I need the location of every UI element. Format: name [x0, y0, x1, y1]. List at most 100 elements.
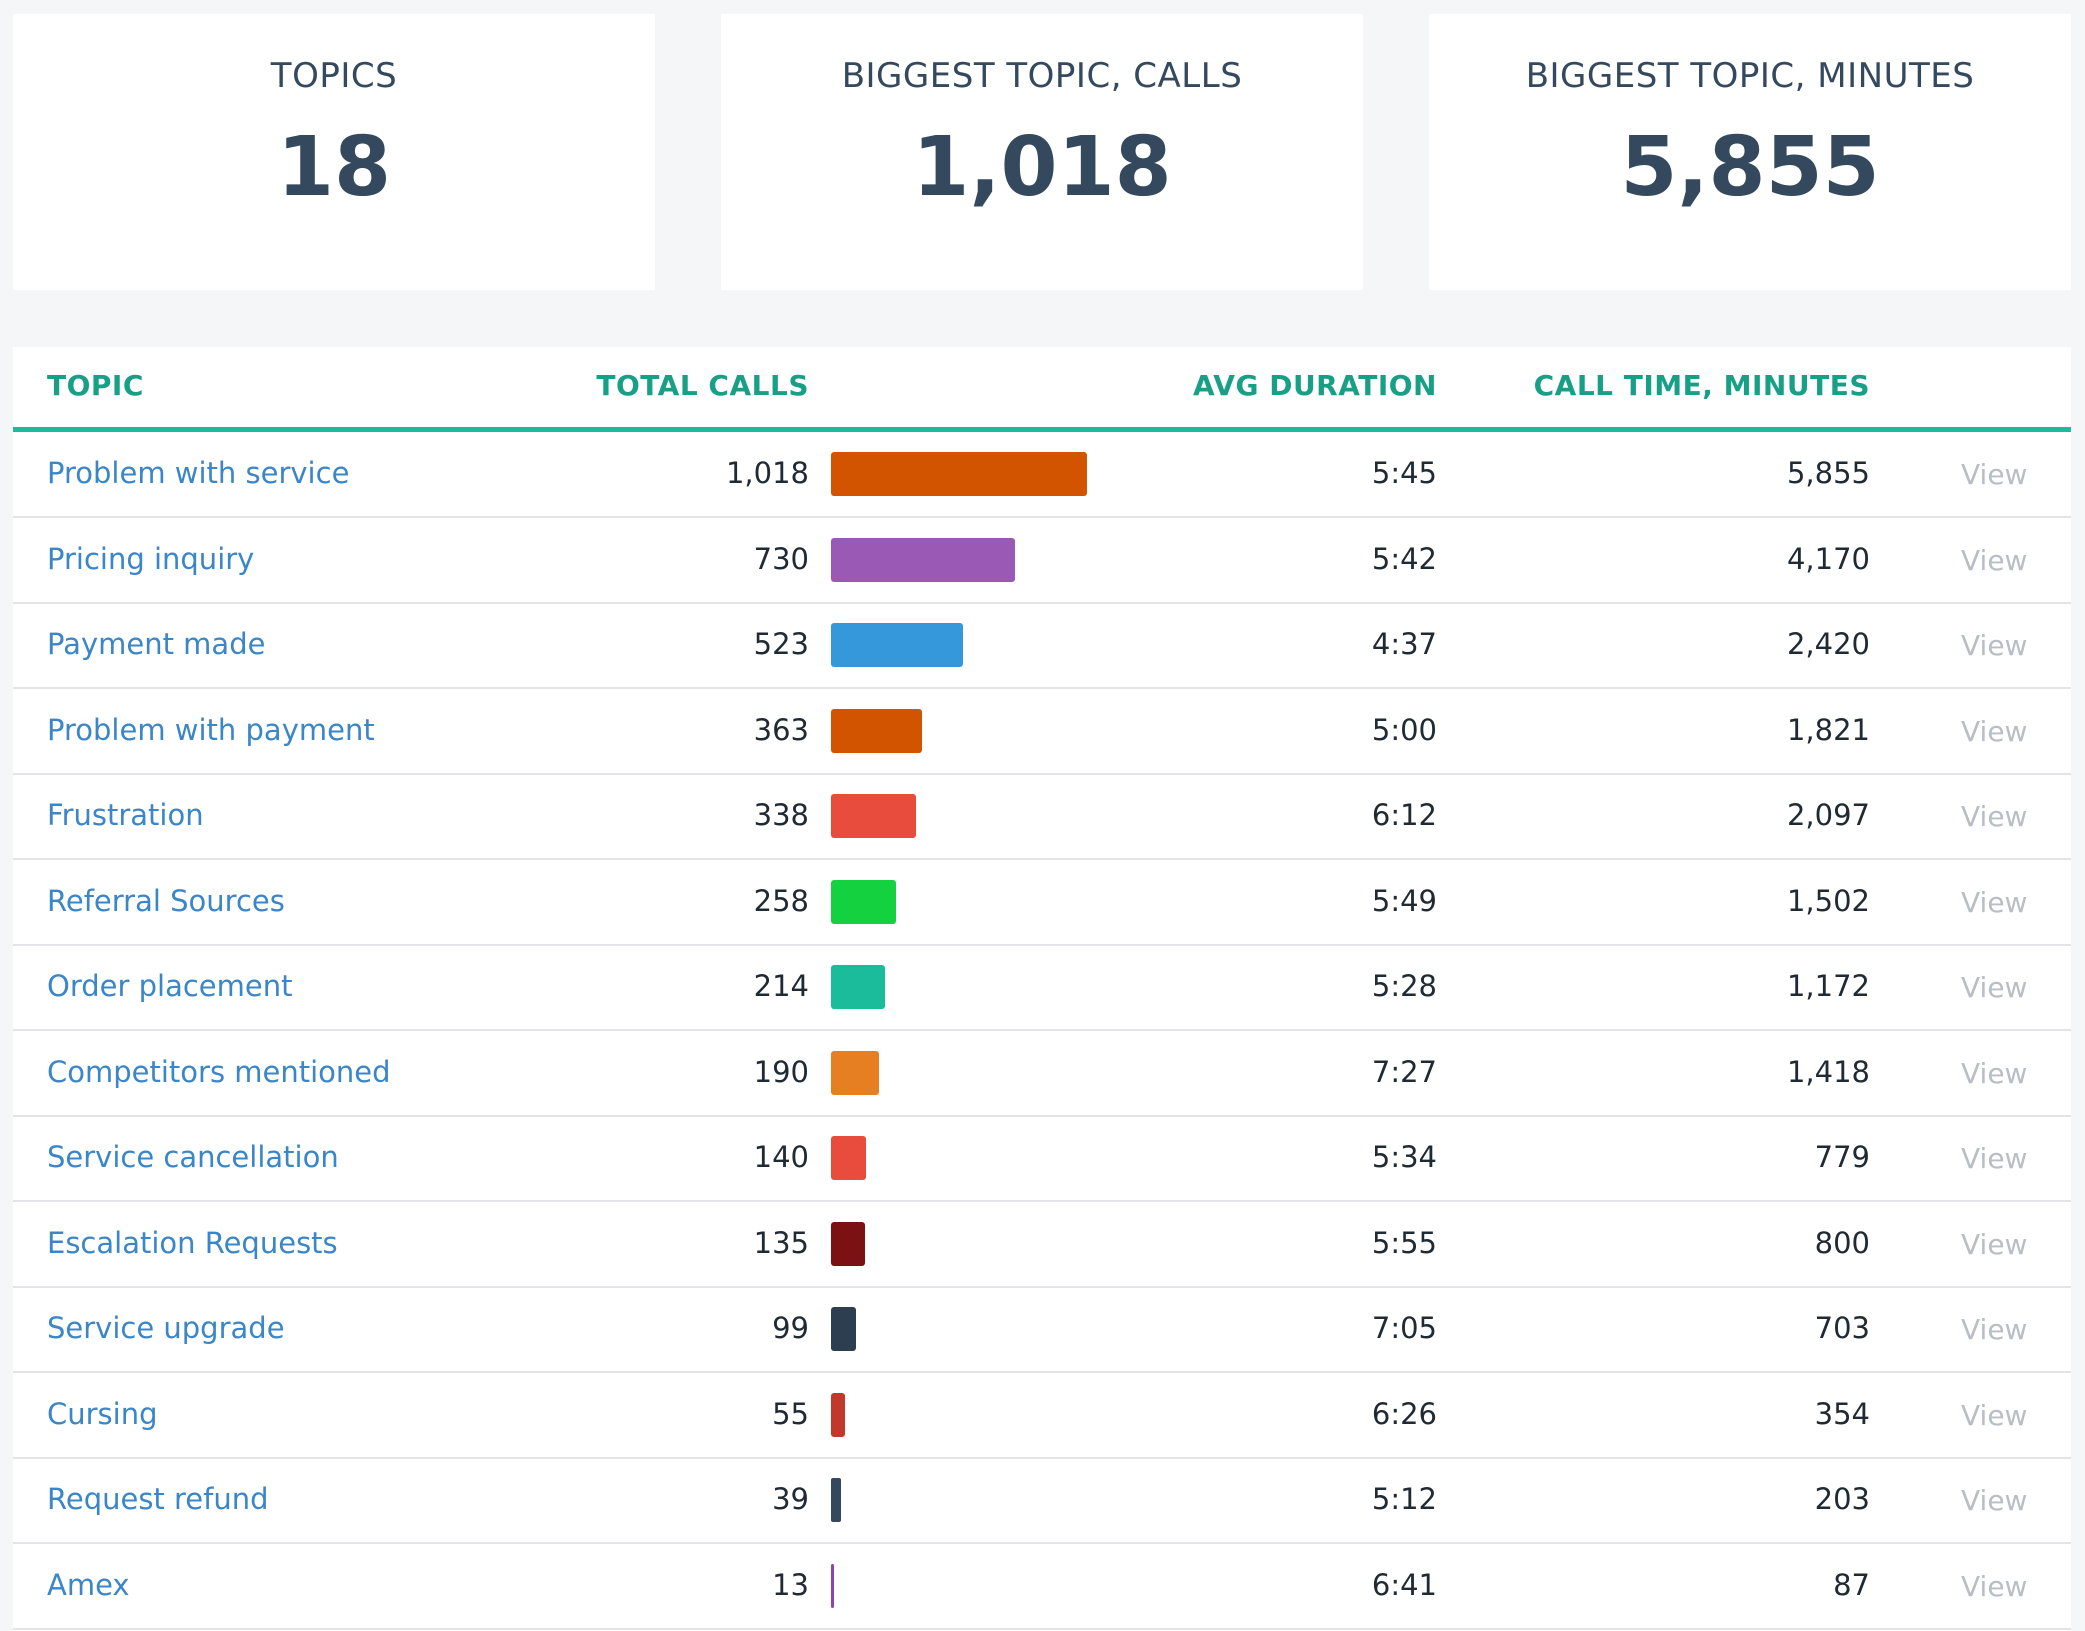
- avg-duration-value: 5:55: [1371, 1225, 1437, 1260]
- kpi-value: 5,855: [1620, 120, 1880, 215]
- calls-bar: [831, 1392, 845, 1437]
- topic-link[interactable]: Frustration: [47, 798, 204, 832]
- total-calls-value: 55: [772, 1396, 809, 1431]
- kpi-value: 18: [276, 120, 392, 215]
- total-calls-value: 135: [753, 1225, 809, 1260]
- table-row: Pricing inquiry 730 5:42 4,170 View: [13, 518, 2071, 604]
- topic-link[interactable]: Escalation Requests: [47, 1225, 338, 1260]
- total-calls-value: 190: [753, 1054, 809, 1089]
- view-link[interactable]: View: [1961, 1227, 2028, 1261]
- topic-link[interactable]: Service upgrade: [47, 1311, 285, 1345]
- kpi-row: TOPICS 18 BIGGEST TOPIC, CALLS 1,018 BIG…: [13, 14, 2071, 290]
- calls-bar: [831, 1478, 841, 1522]
- kpi-value: 1,018: [912, 120, 1172, 215]
- total-calls-value: 363: [753, 712, 809, 747]
- calls-bar: [831, 1136, 866, 1180]
- avg-duration-value: 5:34: [1371, 1140, 1437, 1174]
- total-calls-value: 730: [753, 541, 809, 576]
- topic-link[interactable]: Cursing: [47, 1396, 158, 1431]
- kpi-label: BIGGEST TOPIC, MINUTES: [1525, 56, 1975, 96]
- avg-duration-value: 5:45: [1371, 456, 1437, 490]
- table-row: Amex 13 6:41 87 View: [13, 1544, 2071, 1630]
- calls-bar: [831, 1050, 879, 1095]
- header-total-calls[interactable]: TOTAL CALLS: [596, 369, 809, 402]
- avg-duration-value: 6:26: [1371, 1396, 1437, 1431]
- view-link[interactable]: View: [1961, 1484, 2028, 1517]
- kpi-label: TOPICS: [270, 56, 398, 96]
- topic-link[interactable]: Referral Sources: [47, 883, 285, 918]
- table-row: Payment made 523 4:37 2,420 View: [13, 603, 2071, 689]
- total-calls-value: 214: [753, 969, 809, 1003]
- total-calls-value: 338: [753, 798, 809, 832]
- call-time-value: 4,170: [1786, 541, 1870, 576]
- avg-duration-value: 5:00: [1371, 712, 1437, 747]
- call-time-value: 1,172: [1786, 969, 1870, 1003]
- calls-bar: [831, 1307, 856, 1351]
- table-row: Request refund 39 5:12 203 View: [13, 1458, 2071, 1544]
- view-link[interactable]: View: [1961, 800, 2028, 833]
- view-link[interactable]: View: [1961, 1142, 2028, 1175]
- kpi-card-biggest-calls: BIGGEST TOPIC, CALLS 1,018: [721, 14, 1363, 290]
- avg-duration-value: 5:42: [1371, 541, 1437, 576]
- call-time-value: 1,821: [1786, 712, 1870, 747]
- call-time-value: 1,502: [1786, 883, 1870, 918]
- table-row: Service cancellation 140 5:34 779 View: [13, 1116, 2071, 1202]
- total-calls-value: 39: [772, 1482, 809, 1516]
- avg-duration-value: 5:28: [1371, 969, 1437, 1003]
- table-row: Escalation Requests 135 5:55 800 View: [13, 1202, 2071, 1288]
- view-link[interactable]: View: [1961, 971, 2028, 1004]
- topic-link[interactable]: Service cancellation: [47, 1140, 339, 1174]
- call-time-value: 203: [1814, 1482, 1870, 1516]
- table-row: Problem with payment 363 5:00 1,821 View: [13, 689, 2071, 775]
- view-link[interactable]: View: [1961, 629, 2028, 662]
- calls-bar: [831, 708, 922, 753]
- total-calls-value: 523: [753, 627, 809, 661]
- total-calls-value: 99: [772, 1311, 809, 1345]
- avg-duration-value: 5:12: [1371, 1482, 1437, 1516]
- view-link[interactable]: View: [1961, 885, 2028, 919]
- calls-bar: [831, 1221, 865, 1266]
- call-time-value: 2,420: [1786, 627, 1870, 661]
- avg-duration-value: 6:41: [1371, 1567, 1437, 1602]
- call-time-value: 800: [1814, 1225, 1870, 1260]
- topic-link[interactable]: Payment made: [47, 627, 266, 661]
- call-time-value: 1,418: [1786, 1054, 1870, 1089]
- topic-link[interactable]: Problem with service: [47, 456, 350, 490]
- calls-bar: [831, 879, 896, 924]
- table-row: Problem with service 1,018 5:45 5,855 View: [13, 432, 2071, 518]
- table-row: Order placement 214 5:28 1,172 View: [13, 945, 2071, 1031]
- topic-link[interactable]: Request refund: [47, 1482, 269, 1516]
- topic-link[interactable]: Competitors mentioned: [47, 1054, 391, 1089]
- call-time-value: 5,855: [1786, 456, 1870, 490]
- header-topic[interactable]: TOPIC: [47, 369, 144, 402]
- avg-duration-value: 7:05: [1371, 1311, 1437, 1345]
- view-link[interactable]: View: [1961, 458, 2028, 491]
- call-time-value: 2,097: [1786, 798, 1870, 832]
- view-link[interactable]: View: [1961, 1056, 2028, 1090]
- table-row: Service upgrade 99 7:05 703 View: [13, 1287, 2071, 1373]
- calls-bar: [831, 794, 916, 838]
- view-link[interactable]: View: [1961, 1569, 2028, 1603]
- header-avg-duration[interactable]: AVG DURATION: [1193, 369, 1437, 402]
- topic-link[interactable]: Order placement: [47, 969, 293, 1003]
- table-row: Frustration 338 6:12 2,097 View: [13, 774, 2071, 860]
- calls-bar: [831, 623, 963, 667]
- view-link[interactable]: View: [1961, 1313, 2028, 1346]
- topic-link[interactable]: Problem with payment: [47, 712, 375, 747]
- header-call-time[interactable]: CALL TIME, MINUTES: [1533, 369, 1870, 402]
- view-link[interactable]: View: [1961, 714, 2028, 748]
- total-calls-value: 258: [753, 883, 809, 918]
- view-link[interactable]: View: [1961, 543, 2028, 577]
- avg-duration-value: 6:12: [1371, 798, 1437, 832]
- total-calls-value: 1,018: [725, 456, 809, 490]
- total-calls-value: 140: [753, 1140, 809, 1174]
- table-row: Cursing 55 6:26 354 View: [13, 1373, 2071, 1459]
- topic-link[interactable]: Pricing inquiry: [47, 541, 255, 576]
- table-row: Referral Sources 258 5:49 1,502 View: [13, 860, 2071, 946]
- topics-table: TOPIC TOTAL CALLS AVG DURATION CALL TIME…: [13, 347, 2071, 1631]
- view-link[interactable]: View: [1961, 1398, 2028, 1432]
- avg-duration-value: 4:37: [1371, 627, 1437, 661]
- topic-link[interactable]: Amex: [47, 1567, 130, 1602]
- call-time-value: 354: [1814, 1396, 1870, 1431]
- calls-bar: [831, 537, 1015, 582]
